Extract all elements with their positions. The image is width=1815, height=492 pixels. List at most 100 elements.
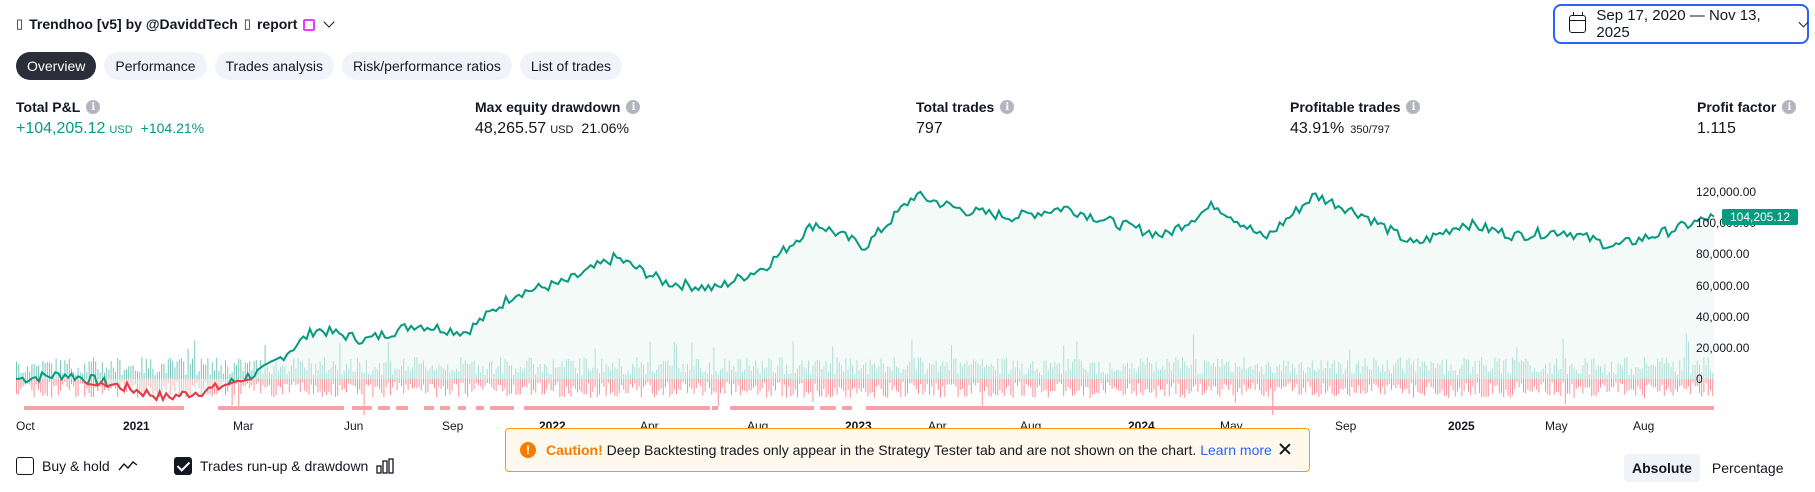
report-title-row[interactable]: ▯ Trendhoo [v5] by @DaviddTech ▯ report — [16, 12, 336, 36]
drawdown-bar — [1525, 379, 1527, 394]
drawdown-bar — [1078, 379, 1080, 391]
runup-bar — [82, 373, 83, 379]
info-icon[interactable]: i — [86, 100, 101, 114]
drawdown-bar — [1190, 379, 1192, 392]
drawdown-bar — [695, 379, 697, 389]
runup-bar — [95, 361, 97, 379]
calendar-icon — [1569, 12, 1587, 33]
drawdown-bar — [321, 379, 323, 397]
drawdown-bar — [880, 379, 882, 389]
drawdown-bar — [1237, 379, 1238, 392]
drawdown-bar — [117, 379, 119, 397]
drawdown-bar — [1696, 379, 1698, 387]
drawdown-bar — [577, 379, 578, 393]
drawdown-bar — [858, 379, 860, 389]
drawdown-bar — [46, 379, 48, 396]
drawdown-bar — [733, 379, 735, 385]
drawdown-bar — [1219, 379, 1221, 397]
x-tick-label: Sep — [442, 419, 464, 433]
runup-drawdown-checkbox[interactable] — [174, 457, 192, 475]
drawdown-bar — [764, 379, 765, 383]
drawdown-bar — [352, 379, 354, 386]
drawdown-bar — [379, 379, 380, 389]
runup-bar — [128, 366, 130, 379]
drawdown-bar — [1567, 379, 1568, 394]
metric-value: 43.91% — [1290, 120, 1345, 137]
drawdown-bar — [687, 379, 688, 393]
drawdown-bar — [38, 379, 39, 390]
drawdown-bar — [522, 379, 523, 388]
info-icon[interactable]: i — [1782, 100, 1797, 114]
drawdown-bar — [238, 379, 240, 410]
percentage-button[interactable]: Percentage — [1711, 460, 1784, 476]
drawdown-bar — [1272, 379, 1274, 415]
drawdown-bar — [1089, 379, 1091, 398]
drawdown-bar — [552, 379, 554, 392]
tab-risk-performance-ratios[interactable]: Risk/performance ratios — [342, 52, 512, 80]
drawdown-bar — [398, 379, 400, 383]
drawdown-bar — [678, 379, 680, 390]
drawdown-bar — [1336, 379, 1337, 396]
drawdown-bar — [1538, 379, 1540, 393]
drawdown-bar — [821, 379, 823, 397]
drawdown-bar — [964, 379, 966, 397]
drawdown-bar — [1371, 379, 1373, 392]
chevron-down-icon[interactable] — [323, 16, 336, 28]
drawdown-bar — [478, 379, 479, 386]
legend-buy-hold[interactable]: Buy & hold — [16, 457, 138, 475]
tab-overview[interactable]: Overview — [16, 52, 97, 80]
drawdown-bar — [665, 379, 666, 388]
legend-runup-drawdown[interactable]: Trades run-up & drawdown — [174, 457, 394, 475]
drawdown-bar — [486, 379, 488, 383]
drawdown-bar — [1327, 379, 1329, 392]
drawdown-bar — [383, 379, 385, 398]
drawdown-bar — [999, 379, 1001, 390]
drawdown-bar — [830, 379, 831, 398]
drawdown-bar — [1094, 379, 1095, 394]
tab-performance[interactable]: Performance — [104, 52, 207, 80]
x-tick-label: Aug — [1633, 419, 1655, 433]
drawdown-bar — [539, 379, 541, 383]
drawdown-bar — [427, 379, 429, 393]
report-label: report — [256, 16, 298, 32]
drawdown-bar — [1292, 379, 1293, 392]
drawdown-bar — [770, 379, 772, 397]
drawdown-bar — [753, 379, 754, 388]
drawdown-bar — [625, 379, 627, 394]
close-icon[interactable] — [1277, 441, 1293, 457]
runup-bar — [207, 358, 209, 379]
drawdown-bar — [929, 379, 930, 395]
drawdown-bar — [1373, 379, 1375, 384]
drawdown-bar — [836, 379, 838, 395]
runup-bar — [27, 366, 28, 379]
drawdown-bar — [1586, 379, 1588, 388]
drawdown-bar — [981, 379, 983, 406]
drawdown-bar — [1602, 379, 1604, 384]
drawdown-bar — [1681, 379, 1683, 386]
drawdown-bar — [288, 379, 290, 393]
equity-chart[interactable] — [0, 165, 1720, 415]
tab-trades-analysis[interactable]: Trades analysis — [214, 52, 335, 80]
drawdown-bar — [1531, 379, 1533, 392]
absolute-button[interactable]: Absolute — [1624, 454, 1700, 482]
drawdown-bar — [1155, 379, 1157, 398]
drawdown-bar — [1274, 379, 1276, 392]
drawdown-bar — [1666, 379, 1667, 390]
buy-hold-checkbox[interactable] — [16, 457, 34, 475]
info-icon[interactable]: i — [1000, 100, 1015, 114]
drawdown-bar — [645, 379, 647, 385]
drawdown-bar — [1483, 379, 1485, 397]
drawdown-bar — [310, 379, 312, 385]
drawdown-bar — [44, 379, 46, 394]
drawdown-bar — [1010, 379, 1012, 395]
date-range-button[interactable]: Sep 17, 2020 — Nov 13, 2025 — [1553, 4, 1809, 44]
drawdown-bar — [722, 379, 724, 388]
drawdown-bar — [1516, 379, 1518, 383]
info-icon[interactable]: i — [1406, 100, 1421, 114]
tab-list-of-trades[interactable]: List of trades — [519, 52, 623, 80]
runup-bar — [187, 348, 189, 379]
runup-bar — [86, 371, 88, 379]
learn-more-link[interactable]: Learn more — [1200, 442, 1272, 458]
info-icon[interactable]: i — [626, 100, 641, 114]
drawdown-bar — [269, 379, 270, 385]
